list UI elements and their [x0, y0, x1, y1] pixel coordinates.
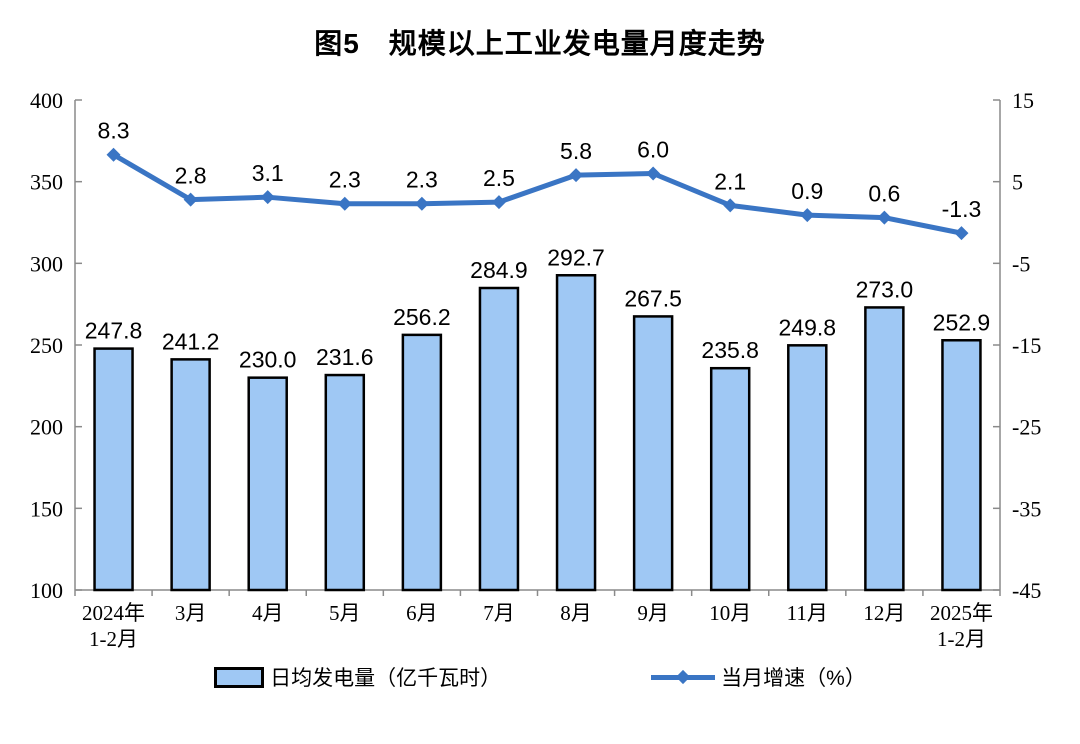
bar-value-label: 292.7 [547, 244, 605, 270]
x-tick-label: 2025年 1-2月 [930, 601, 993, 651]
bar-0 [93, 347, 134, 592]
y-axis-right-tick-label: -5 [1012, 251, 1030, 276]
bar-value-label: 252.9 [933, 309, 991, 335]
bar-11 [941, 339, 982, 592]
growth-line [111, 152, 964, 236]
bar-series-label: 日均发电量（亿千瓦时） [270, 667, 502, 690]
growth-marker-1 [183, 192, 198, 207]
line-value-label: 8.3 [98, 118, 130, 144]
x-tick-label: 5月 [329, 601, 361, 625]
bar-10 [864, 306, 905, 592]
y-axis-right-tick-label: -15 [1012, 333, 1041, 358]
x-tick-label: 10月 [709, 601, 751, 625]
growth-marker-2 [260, 190, 275, 205]
bar-value-label: 256.2 [393, 304, 451, 330]
bar-series-swatch [214, 666, 265, 688]
growth-marker-8 [723, 198, 738, 213]
y-axis-right-tick-label: -25 [1012, 415, 1041, 440]
legend: 日均发电量（亿千瓦时） 当月增速（%） [0, 662, 1080, 692]
y-axis-left-tick-label: 200 [30, 415, 63, 440]
y-axis-right-tick-label: 15 [1012, 88, 1034, 113]
bar-value-label: 235.8 [701, 337, 759, 363]
bar-7 [632, 315, 674, 592]
bar-9 [787, 344, 828, 592]
y-axis-left-tick-label: 300 [30, 251, 63, 276]
growth-marker-6 [569, 168, 584, 183]
line-value-label: 3.1 [252, 160, 284, 186]
y-axis-left-tick-label: 100 [30, 578, 63, 603]
bar-value-label: 267.5 [624, 285, 682, 311]
bar-3 [324, 373, 366, 592]
y-axis-left-tick-label: 250 [30, 333, 63, 358]
growth-marker-10 [877, 210, 892, 225]
x-tick-label: 2024年 1-2月 [82, 601, 145, 651]
bar-2 [247, 376, 288, 592]
x-tick-label: 3月 [175, 601, 207, 625]
growth-marker-9 [800, 208, 815, 223]
growth-marker-4 [414, 196, 429, 211]
x-tick-label: 7月 [483, 601, 515, 625]
line-value-label: 0.6 [868, 181, 900, 207]
legend-item-line: 当月增速（%） [651, 662, 866, 692]
x-tick-label: 12月 [863, 601, 905, 625]
bar-value-label: 230.0 [239, 347, 297, 373]
line-value-label: 5.8 [560, 138, 592, 164]
x-tick-label: 9月 [637, 601, 669, 625]
y-axis-left-tick-label: 350 [30, 170, 63, 195]
line-value-label: 2.3 [329, 167, 361, 193]
bar-value-label: 247.8 [85, 318, 143, 344]
line-value-label: 2.3 [406, 167, 438, 193]
bar-6 [555, 274, 597, 592]
bar-value-label: 241.2 [162, 328, 220, 354]
line-value-label: 6.0 [637, 137, 669, 163]
line-value-label: -1.3 [942, 196, 982, 222]
y-axis-right-tick-label: -45 [1012, 578, 1041, 603]
x-tick-label: 4月 [252, 601, 284, 625]
line-value-label: 2.1 [714, 168, 746, 194]
growth-marker-7 [646, 166, 661, 181]
growth-marker-3 [337, 196, 352, 211]
growth-marker-5 [491, 195, 506, 210]
bar-value-label: 249.8 [779, 314, 837, 340]
y-axis-right-tick-label: -35 [1012, 496, 1041, 521]
bar-8 [709, 366, 751, 592]
bar-1 [170, 358, 211, 592]
growth-marker-0 [106, 147, 121, 162]
y-axis-left-tick-label: 400 [30, 88, 63, 113]
line-value-label: 2.5 [483, 165, 515, 191]
x-tick-label: 8月 [560, 601, 592, 625]
bar-value-label: 231.6 [316, 344, 374, 370]
bar-5 [478, 286, 520, 592]
bar-value-label: 284.9 [470, 257, 528, 283]
diamond-marker-icon [676, 669, 691, 685]
line-series-label: 当月增速（%） [721, 667, 866, 690]
bar-4 [401, 333, 443, 592]
chart-title: 图5 规模以上工业发电量月度走势 [314, 28, 766, 59]
line-value-label: 0.9 [791, 178, 823, 204]
bar-value-label: 273.0 [856, 276, 914, 302]
x-tick-label: 6月 [406, 601, 438, 625]
legend-item-bar: 日均发电量（亿千瓦时） [214, 662, 501, 692]
y-axis-right-tick-label: 5 [1012, 170, 1023, 195]
x-tick-label: 11月 [787, 601, 828, 625]
line-series-swatch [651, 669, 716, 685]
y-axis-left-tick-label: 150 [30, 496, 63, 521]
line-value-label: 2.8 [175, 163, 207, 189]
growth-marker-11 [954, 226, 969, 241]
